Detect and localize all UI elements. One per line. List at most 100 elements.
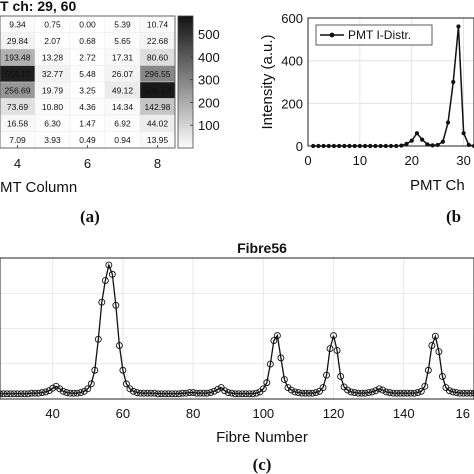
fibre-point (252, 389, 260, 397)
fibre-x-tick-label: 120 (323, 406, 345, 421)
fibre-point (84, 385, 92, 393)
colorbar-step (178, 75, 193, 79)
fibre-point (38, 389, 46, 396)
fibre-point (21, 390, 29, 398)
fibre-point (122, 380, 130, 388)
colorbar-step (178, 139, 193, 142)
heatmap-cell-value: 566.53 (145, 85, 171, 95)
heatmap-cell-value: 22.68 (147, 36, 169, 46)
fibre-point (393, 389, 401, 397)
fibre-point (186, 389, 194, 396)
colorbar-step (178, 101, 193, 105)
intensity-y-ticks: 0 200 400 600 (281, 11, 303, 154)
fibre-point (309, 389, 316, 397)
fibre-point (344, 386, 352, 394)
fibre-point (87, 380, 95, 388)
heatmap-cell-value: 1.47 (79, 118, 96, 128)
intensity-point (347, 143, 352, 149)
panel-label-a: (a) (80, 207, 100, 226)
intensity-point (337, 143, 342, 149)
colorbar (177, 15, 194, 149)
fibre-point (323, 371, 330, 379)
colorbar-step (178, 42, 193, 46)
colorbar-step (178, 20, 193, 24)
intensity-point (388, 143, 394, 149)
fibre-point (0, 390, 4, 398)
fibre-point (63, 389, 71, 396)
colorbar-step (178, 64, 193, 68)
fibre-point (291, 388, 299, 396)
heatmap-cell-value: 26.07 (112, 69, 134, 79)
fibre-point (77, 389, 85, 396)
colorbar-step (178, 90, 193, 94)
fibre-point (144, 389, 151, 397)
colorbar-tick-label: 500 (198, 27, 220, 42)
fibre-point (133, 389, 141, 396)
fibre-point (298, 389, 306, 397)
heatmap-x-tick-label: 8 (154, 156, 161, 171)
heatmap-cell-value: 49.12 (112, 85, 134, 95)
colorbar-step (178, 33, 193, 37)
colorbar-step (178, 130, 193, 134)
heatmap-x-tick-label: 4 (14, 156, 21, 171)
colorbar-step (178, 84, 193, 87)
colorbar-step (178, 141, 193, 145)
heatmap-cell-value: 5.39 (114, 19, 131, 29)
fibre-point (0, 390, 7, 398)
colorbar-step (178, 123, 193, 127)
heatmap-cell-value: 7.09 (9, 135, 26, 145)
colorbar-step (178, 60, 193, 63)
fibre-point (136, 389, 144, 397)
fibre-x-tick-label: 40 (45, 406, 59, 421)
fibre-point (235, 390, 243, 398)
colorbar-step (178, 93, 193, 96)
fibre-point (361, 389, 369, 397)
intensity-point (409, 138, 414, 143)
fibre-point (379, 386, 387, 394)
intensity-panel: 0 200 400 600 0 10 20 30 Intensity (a.u.) PMT … (259, 11, 474, 226)
fibre-point (259, 385, 267, 393)
intensity-point (420, 137, 425, 142)
fibre-point (119, 366, 127, 374)
colorbar-step (178, 132, 193, 136)
heatmap-cell-value: 2.07 (44, 36, 61, 46)
fibre-point (302, 389, 309, 397)
fibre-point (463, 389, 471, 397)
fibre-point (17, 390, 25, 398)
fibre-x-axis-label: Fibre Number (216, 429, 308, 446)
fibre-point (203, 389, 211, 397)
panel-label-c: (c) (253, 455, 272, 474)
fibre-point (154, 390, 162, 398)
colorbar-step (178, 86, 193, 90)
intensity-point (425, 142, 430, 147)
fibre-point (417, 387, 425, 395)
fibre-point (424, 366, 432, 374)
heatmap-x-ticks: 4 6 8 (14, 145, 161, 171)
fibre-point (452, 389, 460, 396)
colorbar-step (178, 108, 193, 112)
colorbar-step (178, 16, 193, 19)
heatmap-cell-value: 17.31 (112, 52, 134, 62)
colorbar-step (178, 68, 193, 72)
colorbar-step (178, 119, 193, 123)
heatmap-cell-value: 5.65 (114, 36, 131, 46)
heatmap-cell-value: 6.30 (44, 118, 61, 128)
heatmap-cell-value: 32.77 (42, 69, 64, 79)
fibre-point (389, 389, 397, 397)
fibre-point (263, 379, 271, 387)
fibre-point (428, 342, 436, 349)
heatmap-cell-value: 0.00 (79, 19, 96, 29)
colorbar-tick-label: 300 (198, 73, 220, 88)
intensity-y-axis-label: Intensity (a.u.) (259, 34, 276, 129)
heatmap-cell-value: 10.74 (147, 19, 169, 29)
intensity-point (316, 143, 321, 149)
fibre-point (280, 376, 288, 383)
fibre-point (165, 390, 172, 398)
heatmap-x-axis-label: MT Column (0, 179, 77, 196)
colorbar-step (178, 55, 193, 59)
intensity-point (342, 143, 347, 149)
colorbar-step (178, 110, 193, 114)
heatmap-cell-value: 554.18 (5, 69, 31, 79)
colorbar-step (178, 117, 193, 120)
heatmap-cell-value: 142.98 (145, 102, 171, 112)
